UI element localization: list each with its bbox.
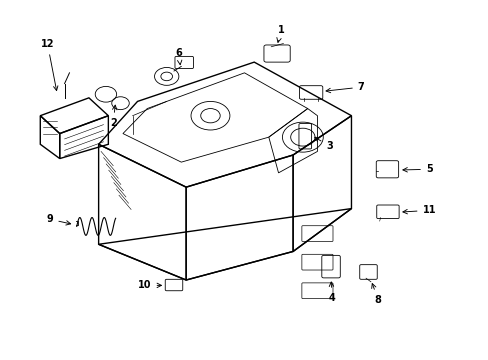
Text: 3: 3 <box>314 137 332 151</box>
Text: 1: 1 <box>276 25 284 42</box>
Text: 7: 7 <box>325 82 364 93</box>
Text: 2: 2 <box>110 105 117 128</box>
Text: 8: 8 <box>371 284 381 305</box>
Text: 4: 4 <box>328 282 335 303</box>
Text: 10: 10 <box>138 280 161 291</box>
Text: 9: 9 <box>46 214 70 225</box>
Text: 11: 11 <box>402 205 435 215</box>
Text: 12: 12 <box>41 39 58 91</box>
Text: 6: 6 <box>175 48 182 65</box>
Text: 5: 5 <box>402 164 432 174</box>
